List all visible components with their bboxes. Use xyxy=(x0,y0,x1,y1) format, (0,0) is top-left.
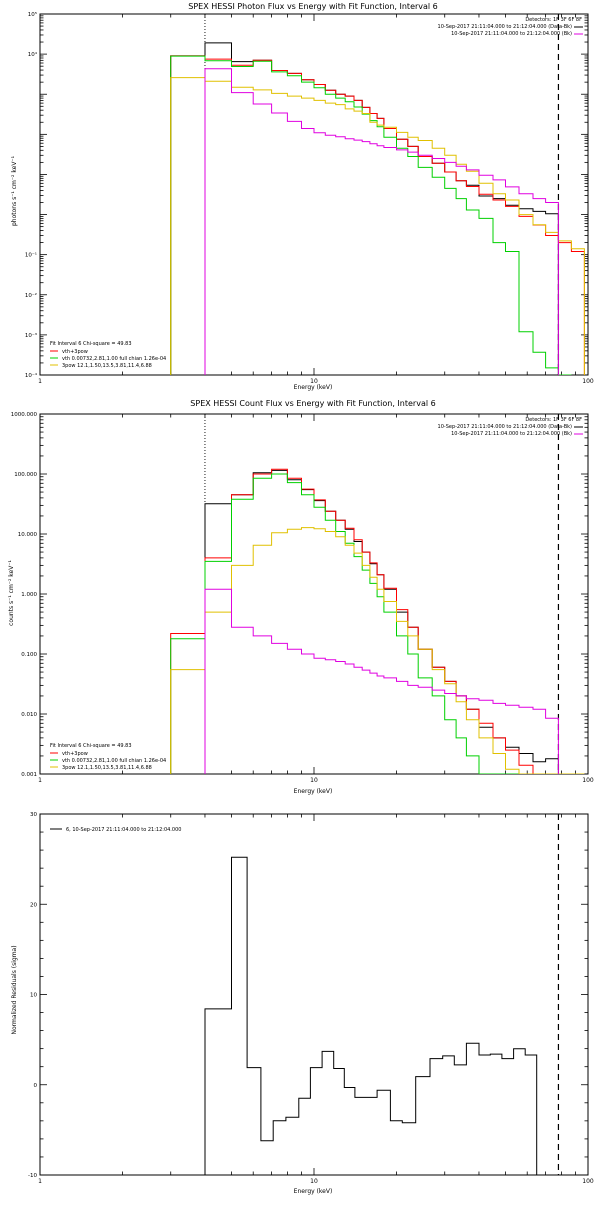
photon-flux-y-ticklabel: 10⁻³ xyxy=(25,332,37,339)
count-flux-series-3pow xyxy=(170,527,585,774)
count-flux-y-ticklabel: 0.010 xyxy=(21,712,37,718)
photon-flux-series-vth xyxy=(170,55,572,375)
photon-flux-panel: SPEX HESSI Photon Flux vs Energy with Fi… xyxy=(11,2,594,391)
count-flux-y-ticklabel: 1.000 xyxy=(21,592,37,598)
residuals-plot-frame xyxy=(39,813,589,1176)
photon-flux-title: SPEX HESSI Photon Flux vs Energy with Fi… xyxy=(188,2,438,11)
count-flux-series-vth-3pow xyxy=(170,468,585,774)
photon-flux-y-ticklabel: 10⁻⁴ xyxy=(25,372,38,379)
count-flux-x-ticklabel: 10 xyxy=(310,777,318,784)
photon-flux-legend-bk: 10-Sep-2017 21:11:04.000 to 21:12:04.000… xyxy=(451,31,572,37)
photon-flux-series-vth-3pow xyxy=(170,55,585,375)
count-flux-panel: SPEX HESSI Count Flux vs Energy with Fit… xyxy=(8,399,594,795)
photon-flux-x-ticklabel: 100 xyxy=(582,378,594,385)
photon-flux-legend-total: vth+3pow xyxy=(62,349,88,355)
count-flux-x-ticklabel: 1 xyxy=(38,777,42,784)
residuals-y-ticklabel: 10 xyxy=(30,993,37,999)
count-flux-legend-fit: Fit Interval 6 Chi-square = 49.83 xyxy=(50,743,132,749)
count-flux-ylabel: counts s⁻¹ cm⁻² keV⁻¹ xyxy=(8,560,15,626)
photon-flux-legend-data: 10-Sep-2017 21:11:04.000 to 21:12:04.000… xyxy=(438,24,573,30)
count-flux-series-bk xyxy=(204,588,559,774)
count-flux-legend-data: 10-Sep-2017 21:11:04.000 to 21:12:04.000… xyxy=(438,424,573,430)
photon-flux-legend-3pow: 3pow 12.1,1.50,13.5,3.81,11.4,6.88 xyxy=(62,363,152,369)
residuals-y-ticklabel: 30 xyxy=(30,812,37,818)
residuals-legend-label: 6, 10-Sep-2017 21:11:04.000 to 21:12:04.… xyxy=(66,827,181,833)
residuals-ylabel: Normalized Residuals (sigma) xyxy=(11,945,18,1034)
count-flux-legend-vth: vth 0.00732,2.81,1.00 full chian 1.26e-0… xyxy=(62,758,166,764)
photon-flux-series-data-bk xyxy=(170,42,559,375)
photon-flux-y-ticklabel: 10⁻² xyxy=(25,292,37,299)
photon-flux-x-ticklabel: 1 xyxy=(38,378,42,385)
count-flux-x-ticklabel: 100 xyxy=(582,777,594,784)
count-flux-y-ticklabel: 0.100 xyxy=(21,652,37,658)
photon-flux-series-3pow xyxy=(170,77,585,375)
count-flux-xlabel: Energy (keV) xyxy=(294,788,333,795)
count-flux-plot-frame xyxy=(39,413,589,775)
photon-flux-legend-fit: Fit Interval 6 Chi-square = 49.83 xyxy=(50,341,132,347)
count-flux-legend-3pow: 3pow 12.1,1.50,13.5,3.81,11.4,6.88 xyxy=(62,765,152,771)
residuals-xlabel: Energy (keV) xyxy=(294,1188,333,1195)
photon-flux-y-ticklabel: 10⁴ xyxy=(28,51,38,58)
photon-flux-x-ticklabel: 10 xyxy=(310,378,318,385)
count-flux-legend-total: vth+3pow xyxy=(62,751,88,757)
photon-flux-y-ticklabel: 10⁻¹ xyxy=(25,252,37,259)
residuals-y-ticklabel: 20 xyxy=(30,902,37,908)
count-flux-title: SPEX HESSI Count Flux vs Energy with Fit… xyxy=(190,399,435,408)
count-flux-legend-bk: 10-Sep-2017 21:11:04.000 to 21:12:04.000… xyxy=(451,431,572,437)
photon-flux-series-bk xyxy=(204,68,559,375)
residuals-y-ticklabel: -10 xyxy=(28,1173,37,1179)
count-flux-legend-detectors: Detectors: 1F 3F 6F 8F xyxy=(525,417,582,423)
residuals-x-ticklabel: 1 xyxy=(38,1178,42,1185)
count-flux-series-data-bk xyxy=(204,469,559,774)
residuals-x-ticklabel: 100 xyxy=(582,1178,594,1185)
residuals-x-ticklabel: 10 xyxy=(310,1178,318,1185)
photon-flux-legend-detectors: Detectors: 1F 3F 6F 8F xyxy=(525,17,582,23)
count-flux-y-ticklabel: 0.001 xyxy=(21,772,37,778)
count-flux-y-ticklabel: 1000.000 xyxy=(11,412,38,418)
count-flux-y-ticklabel: 100.000 xyxy=(14,472,37,478)
count-flux-y-ticklabel: 10.000 xyxy=(18,532,38,538)
count-flux-series-vth xyxy=(170,473,572,774)
residuals-panel: Normalized Residuals (sigma) Energy (keV… xyxy=(11,812,594,1195)
photon-flux-ylabel: photons s⁻¹ cm⁻² keV⁻¹ xyxy=(11,155,18,226)
photon-flux-legend-vth: vth 0.00732,2.81,1.00 full chian 1.26e-0… xyxy=(62,356,166,362)
photon-flux-xlabel: Energy (keV) xyxy=(294,384,333,391)
residuals-y-ticklabel: 0 xyxy=(34,1083,38,1089)
residuals-series-6 xyxy=(204,856,559,1175)
photon-flux-y-ticklabel: 10⁵ xyxy=(28,11,37,18)
